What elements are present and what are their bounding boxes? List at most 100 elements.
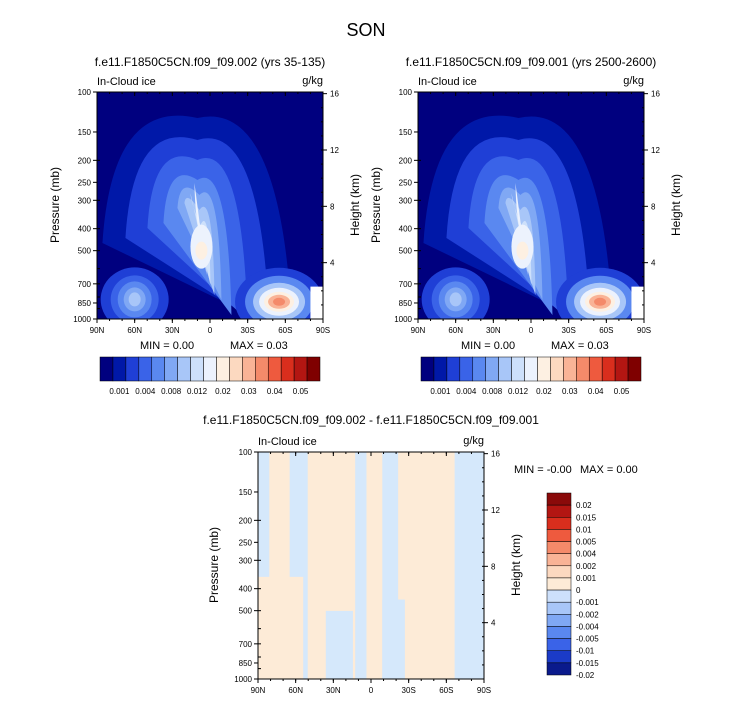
colorbar-swatch [446, 356, 461, 382]
pressure-tick-label: 1000 [73, 315, 91, 324]
lat-tick-label: 60S [278, 326, 292, 335]
lat-tick-label: 30S [562, 326, 576, 335]
panel-right-ylabel: Pressure (mb) [369, 167, 383, 243]
colorbar-swatch [293, 356, 308, 382]
panel-left-max: MAX = 0.03 [230, 340, 288, 352]
panel-left-ylabel-right: Height (km) [348, 174, 362, 236]
diff-colorbar-label: -0.004 [576, 622, 599, 631]
diff-colorbar-swatch [546, 638, 572, 651]
panel-left-colorbar: 0.001 0.004 0.008 0.012 0.02 0.03 0.04 0.05 [99, 356, 321, 396]
colorbar-label: 0.012 [508, 387, 529, 396]
panel-right-axes: 100 150 200 250 300 400 500 700 850 1000 16 12 8 4 90N… [394, 88, 660, 335]
sh-lowlevel-contour [594, 297, 607, 306]
surface-mask [631, 286, 644, 319]
panel-left-min: MIN = 0.00 [140, 340, 194, 352]
diff-colorbar-swatch [546, 492, 572, 506]
colorbar-swatch [280, 356, 295, 382]
panel-left-axes: 100 150 200 250 300 400 500 700 850 1000 16 12 8 4 90N… [73, 88, 339, 335]
colorbar-swatch [177, 356, 191, 382]
diff-colorbar-swatch [546, 565, 572, 579]
panel-diff-axes: 100 150 200 250 300 400 500 700 850 1000 16 12 8 4 90N… [234, 448, 500, 695]
pressure-tick-label: 850 [399, 299, 413, 308]
diff-colorbar-swatch [546, 529, 572, 542]
panel-left: f.e11.F1850C5CN.f09_f09.002 (yrs 35-135)… [48, 55, 362, 396]
colorbar-swatch [242, 356, 256, 382]
colorbar-swatch [524, 356, 538, 382]
colorbar-swatch [601, 356, 616, 382]
colorbar-swatch [112, 356, 127, 382]
colorbar-swatch [614, 356, 629, 382]
panel-right-max: MAX = 0.03 [551, 340, 609, 352]
panel-right-contour-field [418, 92, 644, 319]
pressure-tick-label: 700 [78, 280, 92, 289]
sh-lowlevel-contour [273, 297, 286, 306]
colorbar-label: 0.02 [536, 387, 552, 396]
lat-tick-label: 90N [90, 326, 105, 335]
lat-tick-label: 30N [486, 326, 501, 335]
diff-colorbar-label: 0.015 [576, 513, 597, 522]
colorbar-swatch [511, 356, 525, 382]
colorbar-swatch [203, 356, 217, 382]
lat-tick-label: 90S [637, 326, 651, 335]
panel-left-contour-field [97, 92, 323, 319]
panel-diff-contour-field [258, 452, 484, 679]
diff-colorbar-swatch [546, 589, 572, 603]
panel-diff-min: MIN = -0.00 [514, 464, 572, 476]
pressure-tick-label: 400 [399, 225, 413, 234]
figure-title: SON [346, 20, 385, 40]
diff-colorbar-swatch [546, 553, 572, 567]
colorbar-swatch [99, 356, 114, 382]
panel-right-min: MIN = 0.00 [461, 340, 515, 352]
pressure-tick-label: 250 [78, 178, 92, 187]
diff-colorbar-label: -0.015 [576, 659, 599, 668]
height-tick-label: 4 [330, 259, 335, 268]
pressure-tick-label: 700 [239, 640, 253, 649]
colorbar-swatch [164, 356, 178, 382]
lat-tick-label: 0 [529, 326, 534, 335]
colorbar-swatch [267, 356, 282, 382]
pressure-tick-label: 100 [399, 88, 413, 97]
height-tick-label: 16 [651, 90, 660, 99]
colorbar-swatch [498, 356, 512, 382]
diff-colorbar-label: -0.001 [576, 598, 599, 607]
diff-colorbar-swatch [546, 614, 572, 627]
colorbar-label: 0.03 [562, 387, 578, 396]
diff-colorbar-label: 0.005 [576, 538, 597, 547]
panel-right-case: f.e11.F1850C5CN.f09_f09.001 (yrs 2500-26… [406, 55, 657, 69]
colorbar-label: 0.001 [430, 387, 451, 396]
diff-colorbar-label: 0.001 [576, 574, 597, 583]
pressure-tick-label: 400 [78, 225, 92, 234]
colorbar-swatch [550, 356, 564, 382]
pressure-tick-label: 300 [78, 196, 92, 205]
panel-diff-colorbar: 0.02 0.015 0.01 0.005 0.004 0.002 0.001 0 -0.001… [546, 492, 599, 680]
pressure-tick-label: 200 [239, 516, 253, 525]
colorbar-label: 0.004 [456, 387, 477, 396]
colorbar-swatch [537, 356, 551, 382]
cloud-ice-core-max [195, 241, 208, 260]
diff-colorbar-label: -0.005 [576, 635, 599, 644]
diff-colorbar-label: 0 [576, 586, 581, 595]
height-tick-label: 4 [651, 259, 656, 268]
height-tick-label: 12 [491, 506, 500, 515]
pressure-tick-label: 1000 [234, 675, 252, 684]
height-tick-label: 16 [491, 450, 500, 459]
pressure-tick-label: 100 [78, 88, 92, 97]
surface-mask [310, 286, 323, 319]
colorbar-swatch [306, 356, 321, 382]
diff-colorbar-label: -0.002 [576, 610, 599, 619]
lat-tick-label: 90S [477, 686, 491, 695]
panel-diff-ylabel: Pressure (mb) [207, 527, 221, 603]
diff-colorbar-label: -0.01 [576, 647, 595, 656]
diff-negative-region [325, 610, 353, 679]
colorbar-label: 0.03 [241, 387, 257, 396]
colorbar-label: 0.05 [614, 387, 630, 396]
height-tick-label: 8 [330, 202, 335, 211]
cloud-ice-core-max [516, 241, 529, 260]
lat-tick-label: 60S [599, 326, 613, 335]
pressure-tick-label: 700 [399, 280, 413, 289]
colorbar-label: 0.008 [161, 387, 182, 396]
diff-colorbar-swatch [546, 541, 572, 554]
lat-tick-label: 90S [316, 326, 330, 335]
panel-diff-units: g/kg [463, 435, 484, 447]
lat-tick-label: 90N [251, 686, 266, 695]
